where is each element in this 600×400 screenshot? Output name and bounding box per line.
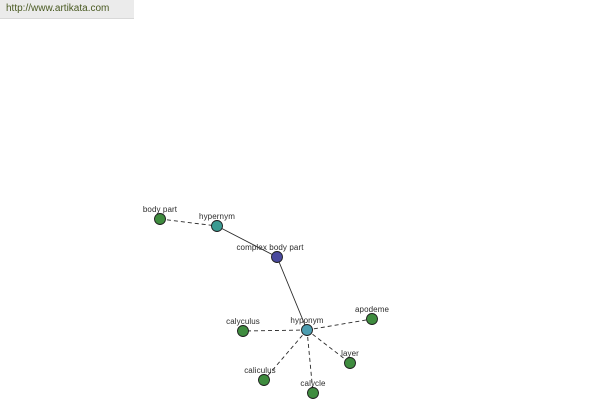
graph-node-label-calyculus: calyculus	[226, 317, 260, 326]
graph-node-apodeme[interactable]	[366, 313, 378, 325]
graph-node-hyponym[interactable]	[301, 324, 313, 336]
edge-layer	[159, 218, 373, 394]
graph-edge	[306, 329, 351, 364]
graph-edge	[263, 329, 308, 381]
graph-node-label-body_part: body part	[142, 205, 178, 214]
graph-node-calyculus[interactable]	[237, 325, 249, 337]
graph-edge	[242, 329, 308, 332]
graph-node-calycle[interactable]	[307, 387, 319, 399]
url-text[interactable]: http://www.artikata.com	[6, 3, 110, 14]
graph-edge	[306, 318, 373, 331]
node-layer	[154, 213, 378, 399]
graph-edge	[276, 256, 308, 331]
graph-node-label-layer: layer	[341, 349, 359, 358]
graph-node-label-apodeme: apodeme	[354, 305, 390, 314]
graph-edge	[159, 218, 218, 227]
graph-edge	[306, 329, 314, 394]
graph-node-complex_body_part[interactable]	[271, 251, 283, 263]
graph-edge	[216, 225, 278, 258]
graph-node-label-caliculus: caliculus	[244, 366, 276, 375]
graph-node-layer[interactable]	[344, 357, 356, 369]
graph-node-label-calycle: calycle	[300, 379, 326, 388]
url-bar: http://www.artikata.com	[0, 0, 134, 19]
graph-node-label-hyponym: hyponym	[290, 316, 324, 325]
graph-node-label-hypernym: hypernym	[199, 212, 235, 221]
graph-node-hypernym[interactable]	[211, 220, 223, 232]
graph-node-caliculus[interactable]	[258, 374, 270, 386]
graph-node-body_part[interactable]	[154, 213, 166, 225]
graph-node-label-complex_body_part: complex body part	[236, 243, 304, 252]
